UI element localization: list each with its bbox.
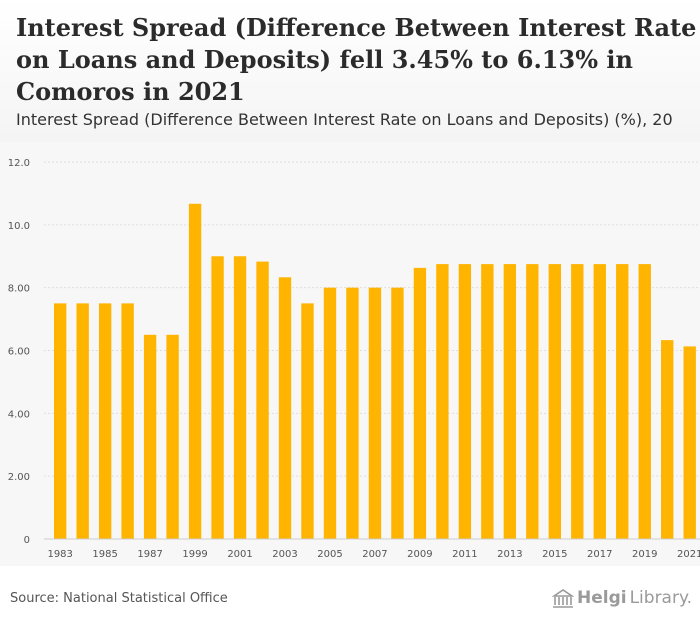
bar (638, 264, 651, 539)
bar (98, 303, 112, 539)
logo-text-rest: Library. (629, 588, 692, 608)
x-tick-label: 2009 (407, 549, 432, 560)
bar (593, 264, 606, 539)
bar (661, 340, 674, 539)
bar (323, 287, 337, 539)
bar (436, 264, 449, 539)
bar-chart: 0 2.00 4.00 6.00 8.00 10.0 12.0 1983 1985 1987 199… (8, 158, 700, 560)
bar (683, 346, 696, 539)
x-tick-label: 2015 (542, 549, 567, 560)
helgi-library-logo: Helgi Library. (551, 588, 692, 608)
bar (76, 303, 89, 539)
x-tick-label: 2013 (497, 549, 522, 560)
bar (233, 256, 247, 539)
chart-subtitle: Interest Spread (Difference Between Inte… (16, 110, 673, 129)
bar (458, 264, 472, 539)
bar (211, 256, 224, 539)
bar (256, 261, 269, 539)
x-tick-label: 1987 (137, 549, 162, 560)
x-tick-label: 2005 (317, 549, 342, 560)
x-tick-label: 2019 (632, 549, 657, 560)
bar (413, 267, 427, 539)
y-tick-label: 12.0 (8, 158, 30, 169)
y-tick-label: 10.0 (8, 221, 30, 232)
library-building-icon (551, 589, 574, 608)
bar (571, 264, 584, 539)
x-tick-label: 2003 (272, 549, 297, 560)
logo-text-bold: Helgi (576, 588, 627, 608)
x-tick-label: 1985 (92, 549, 117, 560)
bar (616, 264, 629, 539)
bar (368, 287, 382, 539)
x-tick-label: 2021 (677, 549, 700, 560)
bar (166, 334, 179, 539)
x-tick-label: 2011 (452, 549, 477, 560)
y-tick-label: 6.00 (8, 347, 30, 358)
bar (526, 264, 539, 539)
y-tick-label: 0 (24, 535, 30, 546)
x-tick-label: 1999 (182, 549, 207, 560)
x-tick-label: 2001 (227, 549, 252, 560)
bar (391, 287, 404, 539)
bar (301, 303, 314, 539)
bar (346, 287, 359, 539)
source-note: Source: National Statistical Office (10, 591, 228, 606)
bar (548, 264, 561, 539)
x-tick-label: 1983 (47, 549, 72, 560)
bar (481, 264, 494, 539)
page-title: Interest Spread (Difference Between Inte… (16, 13, 697, 106)
y-tick-label: 8.00 (8, 284, 30, 295)
bar (503, 264, 517, 539)
x-tick-label: 2017 (587, 549, 612, 560)
bar (188, 203, 202, 539)
bar (54, 303, 67, 539)
header: Interest Spread (Difference Between Inte… (0, 0, 700, 142)
y-tick-label: 2.00 (8, 472, 30, 483)
bar (121, 303, 134, 539)
y-tick-label: 4.00 (8, 409, 30, 420)
bar (278, 277, 292, 539)
x-tick-label: 2007 (362, 549, 387, 560)
bar (143, 334, 157, 539)
